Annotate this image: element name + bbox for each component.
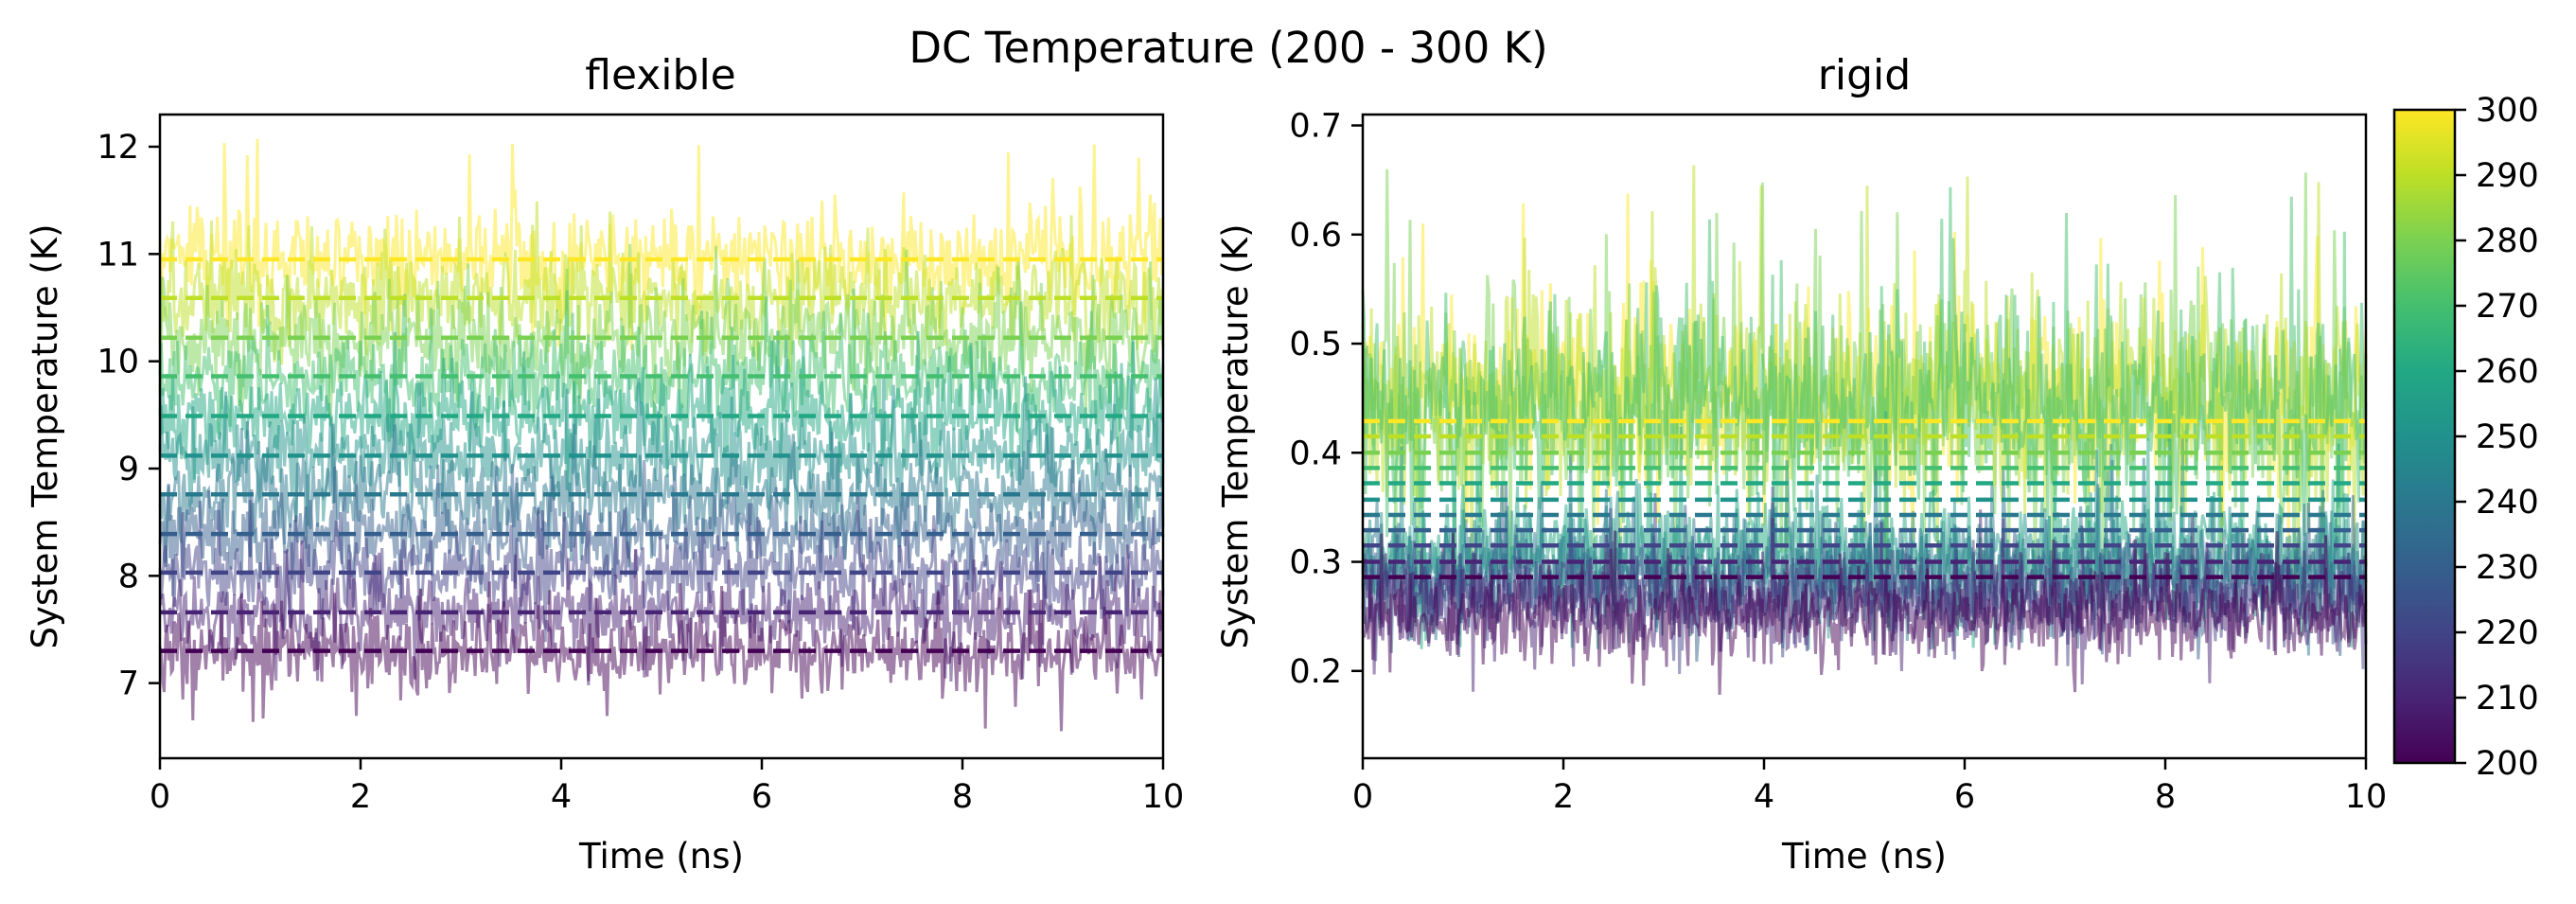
colorbar-tick-label: 270	[2476, 288, 2539, 326]
panel-flexible-y-axis-label: System Temperature (K)	[25, 223, 65, 648]
panel-rigid-y-tick-label: 0.5	[1289, 326, 1342, 363]
panel-flexible-x-axis-label: Time (ns)	[578, 836, 744, 877]
panel-rigid-y-tick-label: 0.4	[1289, 434, 1342, 472]
panel-flexible-trace-200K	[158, 581, 1165, 732]
panel-rigid-x-tick-label: 0	[1352, 778, 1373, 816]
panel-rigid-title: rigid	[1818, 51, 1911, 99]
panel-rigid-frame	[1361, 113, 2368, 760]
colorbar-tick-label: 220	[2476, 614, 2539, 652]
panel-flexible-x-tick-label: 10	[1142, 778, 1185, 816]
colorbar-tick-label: 290	[2476, 157, 2539, 195]
panel-flexible-y-ticks: 7 8 9 10 11 12	[97, 129, 160, 703]
colorbar-tick-label: 240	[2476, 484, 2539, 522]
figure-suptitle: DC Temperature (200 - 300 K)	[909, 23, 1547, 73]
colorbar-tick-label: 300	[2476, 92, 2539, 130]
panel-rigid-series-group	[1361, 165, 2368, 696]
panel-rigid-trace-200K	[1361, 530, 2368, 696]
panel-rigid-y-tick-label: 0.7	[1289, 108, 1342, 146]
panel-flexible-x-ticks: 0 2 4 6 8 10	[150, 758, 1184, 816]
colorbar-tick-label: 280	[2476, 222, 2539, 260]
panel-rigid-x-tick-label: 6	[1954, 778, 1975, 816]
panel-rigid-x-tick-label: 4	[1754, 778, 1774, 816]
panel-flexible-y-tick-label: 12	[97, 129, 139, 167]
colorbar: 200 210 220 230 240 250 260 270 280 290 300	[2392, 92, 2539, 783]
panel-rigid-trace-210K	[1361, 509, 2368, 692]
colorbar-gradient	[2392, 108, 2457, 765]
panel-rigid-y-tick-label: 0.3	[1289, 544, 1342, 582]
panel-rigid-mean-lines-group	[1363, 418, 2366, 579]
panel-flexible-x-tick-label: 2	[350, 778, 371, 816]
panel-flexible-frame	[158, 113, 1165, 760]
panel-flexible-y-tick-label: 10	[97, 344, 139, 381]
panel-flexible-title: flexible	[585, 51, 736, 99]
panel-flexible-trace-260K	[158, 330, 1165, 493]
panel-rigid-y-ticks: 0.2 0.3 0.4 0.5 0.6 0.7	[1289, 108, 1363, 691]
colorbar-tick-label: 200	[2476, 745, 2539, 783]
panel-rigid-y-tick-label: 0.6	[1289, 217, 1342, 255]
panel-rigid-y-axis-label: System Temperature (K)	[1215, 223, 1256, 648]
panel-flexible: flexible 0 2 4 6 8 10 7 8 9 10 11 12 Time (ns) Sys…	[25, 51, 1184, 877]
colorbar-tick-label: 250	[2476, 418, 2539, 456]
panel-flexible-y-tick-label: 8	[118, 558, 139, 595]
panel-rigid: rigid 0 2 4 6 8 10 0.2 0.3 0.4 0.5 0.6 0.7 Time (n…	[1215, 51, 2387, 877]
panel-flexible-trace-220K	[158, 495, 1165, 643]
colorbar-ticks: 200 210 220 230 240 250 260 270 280 290 300	[2455, 92, 2539, 783]
panel-flexible-x-tick-label: 4	[551, 778, 572, 816]
panel-flexible-x-tick-label: 6	[751, 778, 772, 816]
panel-flexible-x-tick-label: 8	[952, 778, 973, 816]
panel-flexible-y-tick-label: 7	[118, 665, 139, 703]
panel-rigid-x-axis-label: Time (ns)	[1781, 836, 1947, 877]
panel-rigid-x-tick-label: 10	[2345, 778, 2388, 816]
colorbar-tick-label: 230	[2476, 549, 2539, 587]
panel-rigid-x-tick-label: 8	[2155, 778, 2176, 816]
colorbar-tick-label: 210	[2476, 680, 2539, 718]
panel-flexible-trace-230K	[158, 459, 1165, 599]
panel-rigid-x-ticks: 0 2 4 6 8 10	[1352, 758, 2387, 816]
panel-flexible-y-tick-label: 9	[118, 451, 139, 488]
panel-flexible-x-tick-label: 0	[150, 778, 170, 816]
panel-rigid-trace-270K	[1361, 186, 2368, 613]
panel-rigid-y-tick-label: 0.2	[1289, 653, 1342, 691]
panel-flexible-y-tick-label: 11	[97, 236, 139, 274]
colorbar-tick-label: 260	[2476, 353, 2539, 391]
panel-rigid-x-tick-label: 2	[1553, 778, 1574, 816]
panel-flexible-trace-280K	[158, 243, 1165, 426]
panel-flexible-series-group	[158, 138, 1165, 732]
panel-flexible-mean-lines-group	[160, 257, 1163, 653]
panel-flexible-trace-210K	[158, 541, 1164, 686]
